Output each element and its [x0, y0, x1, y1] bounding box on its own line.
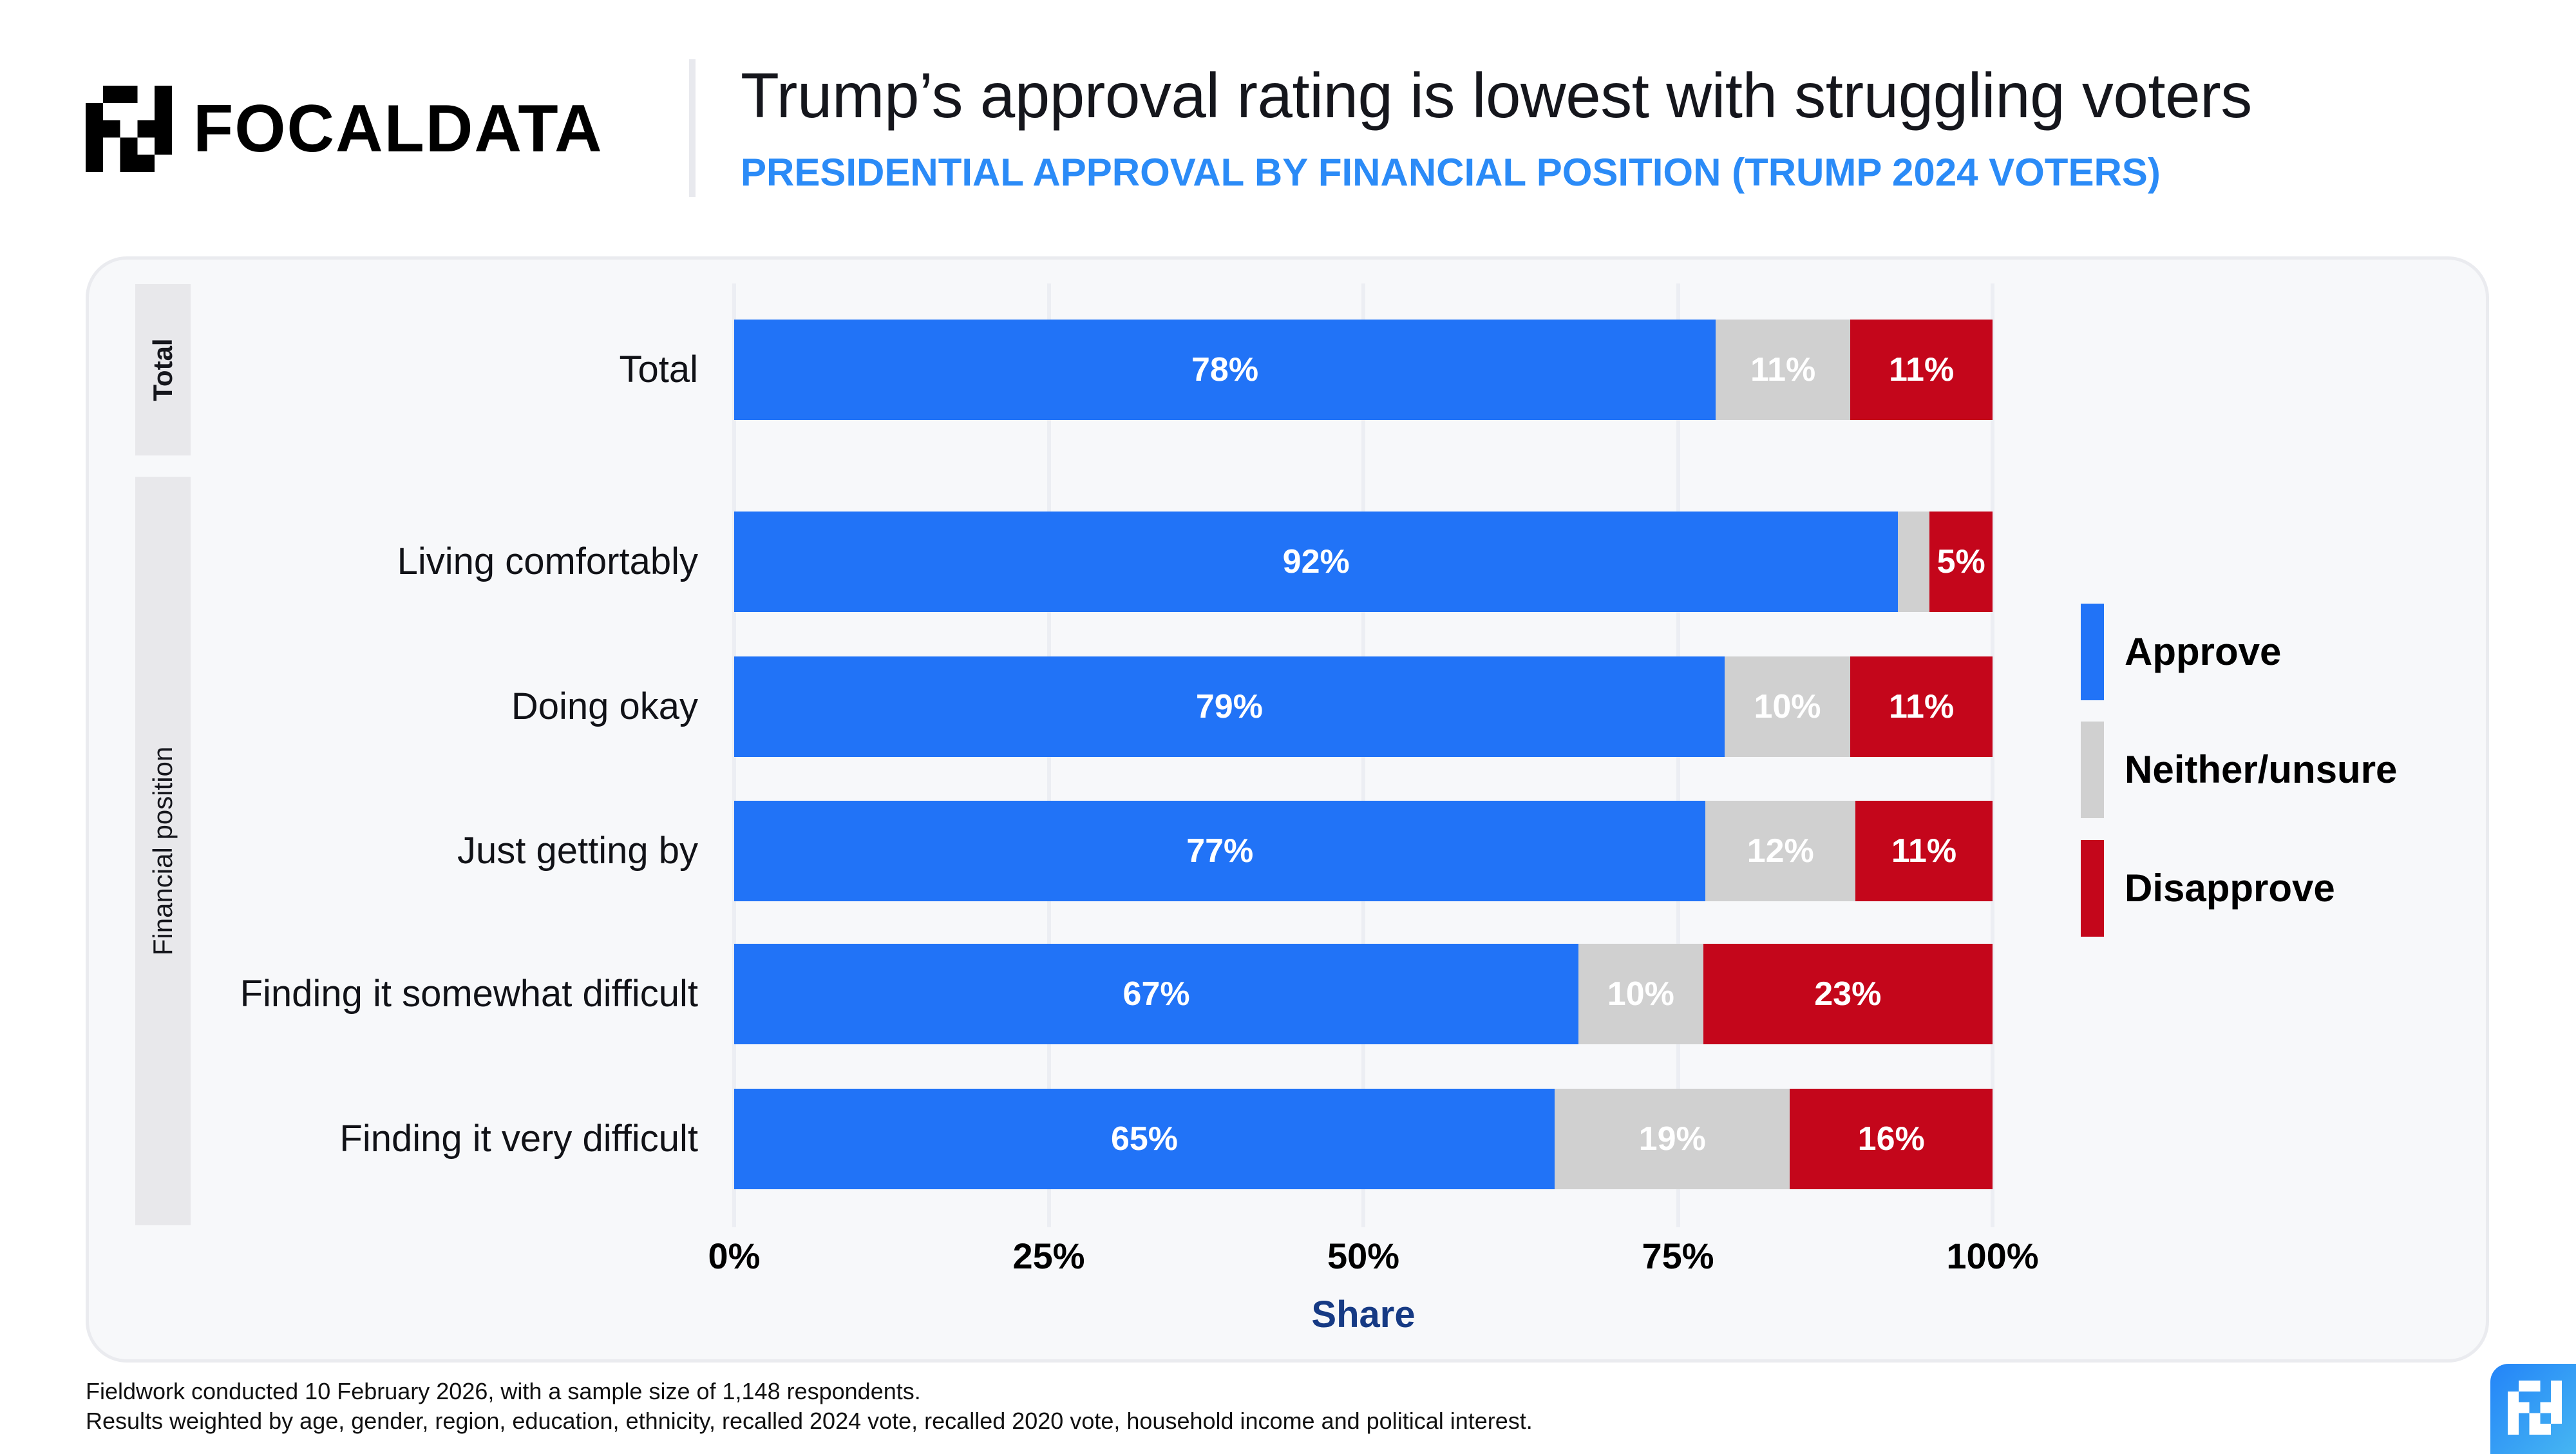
category-label: Doing okay	[511, 685, 698, 727]
legend-label: Disapprove	[2125, 866, 2335, 910]
data-label: 23%	[1814, 975, 1882, 1013]
data-label: 10%	[1607, 975, 1674, 1013]
x-tick-label: 75%	[1642, 1236, 1714, 1276]
bar-segment-disapprove	[1703, 944, 1993, 1044]
bar-segment-neither-unsure	[1716, 320, 1851, 420]
gridline	[1991, 283, 1994, 1227]
legend-swatch	[2081, 604, 2104, 700]
data-label: 78%	[1191, 351, 1259, 388]
category-label: Total	[619, 349, 698, 390]
bar-segment-neither-unsure	[1555, 1089, 1790, 1189]
legend-swatch	[2081, 722, 2104, 818]
data-label: 11%	[1750, 351, 1816, 388]
bar-segment-approve	[734, 512, 1899, 612]
focaldata-badge-icon	[2490, 1364, 2576, 1454]
bar-segment-approve	[734, 320, 1716, 420]
x-axis-title: Share	[1311, 1294, 1416, 1335]
group-label-total: Total	[147, 338, 178, 401]
bar-segment-disapprove	[1790, 1089, 1993, 1189]
bar-segment-neither-unsure	[1578, 944, 1703, 1044]
data-label: 10%	[1754, 688, 1821, 725]
x-tick-label: 25%	[1012, 1236, 1085, 1276]
group-panel-financial-position: Financial position	[135, 477, 191, 1225]
bar-segment-disapprove	[1850, 320, 1993, 420]
data-label: 19%	[1638, 1120, 1706, 1158]
bar-segment-neither-unsure	[1898, 512, 1930, 612]
data-label: 77%	[1186, 832, 1254, 870]
bar-segment-neither-unsure	[1705, 801, 1855, 901]
data-label: 11%	[1891, 832, 1957, 870]
bar-segment-approve	[734, 1089, 1555, 1189]
group-panel-total: Total	[135, 284, 191, 455]
bar-segment-disapprove	[1929, 512, 1993, 612]
category-label: Finding it very difficult	[339, 1118, 698, 1160]
data-label: 16%	[1857, 1120, 1925, 1158]
bar-segment-approve	[734, 656, 1725, 757]
x-tick-label: 0%	[708, 1236, 761, 1276]
header-divider	[689, 59, 696, 197]
data-label: 11%	[1888, 688, 1955, 725]
legend-swatch	[2081, 840, 2104, 937]
focaldata-logo-icon	[86, 86, 172, 172]
group-label-financial-position: Financial position	[147, 746, 178, 956]
bar-segment-neither-unsure	[1724, 656, 1851, 757]
bar-segment-disapprove	[1855, 801, 1993, 901]
data-label: 5%	[1937, 543, 1985, 580]
bar-segment-approve	[734, 801, 1706, 901]
data-label: 79%	[1195, 688, 1263, 725]
chart-subtitle: PRESIDENTIAL APPROVAL BY FINANCIAL POSIT…	[741, 151, 2161, 194]
category-label: Living comfortably	[397, 540, 698, 582]
x-tick-label: 100%	[1946, 1236, 2039, 1276]
bar-segment-disapprove	[1850, 656, 1993, 757]
category-label: Just getting by	[457, 830, 698, 872]
data-label: 65%	[1110, 1120, 1179, 1158]
legend-label: Neither/unsure	[2125, 748, 2398, 791]
category-label: Finding it somewhat difficult	[240, 973, 698, 1015]
x-tick-label: 50%	[1327, 1236, 1400, 1276]
brand-wordmark: FOCALDATA	[193, 91, 603, 166]
bar-segment-approve	[734, 944, 1579, 1044]
footnote-fieldwork: Fieldwork conducted 10 February 2026, wi…	[86, 1378, 921, 1404]
data-label: 12%	[1747, 832, 1814, 870]
data-label: 67%	[1122, 975, 1190, 1013]
legend-label: Approve	[2125, 630, 2282, 673]
footnote-weighting: Results weighted by age, gender, region,…	[86, 1408, 1533, 1434]
data-label: 92%	[1282, 543, 1350, 580]
data-label: 11%	[1888, 351, 1955, 388]
chart-title: Trump’s approval rating is lowest with s…	[741, 60, 2252, 131]
